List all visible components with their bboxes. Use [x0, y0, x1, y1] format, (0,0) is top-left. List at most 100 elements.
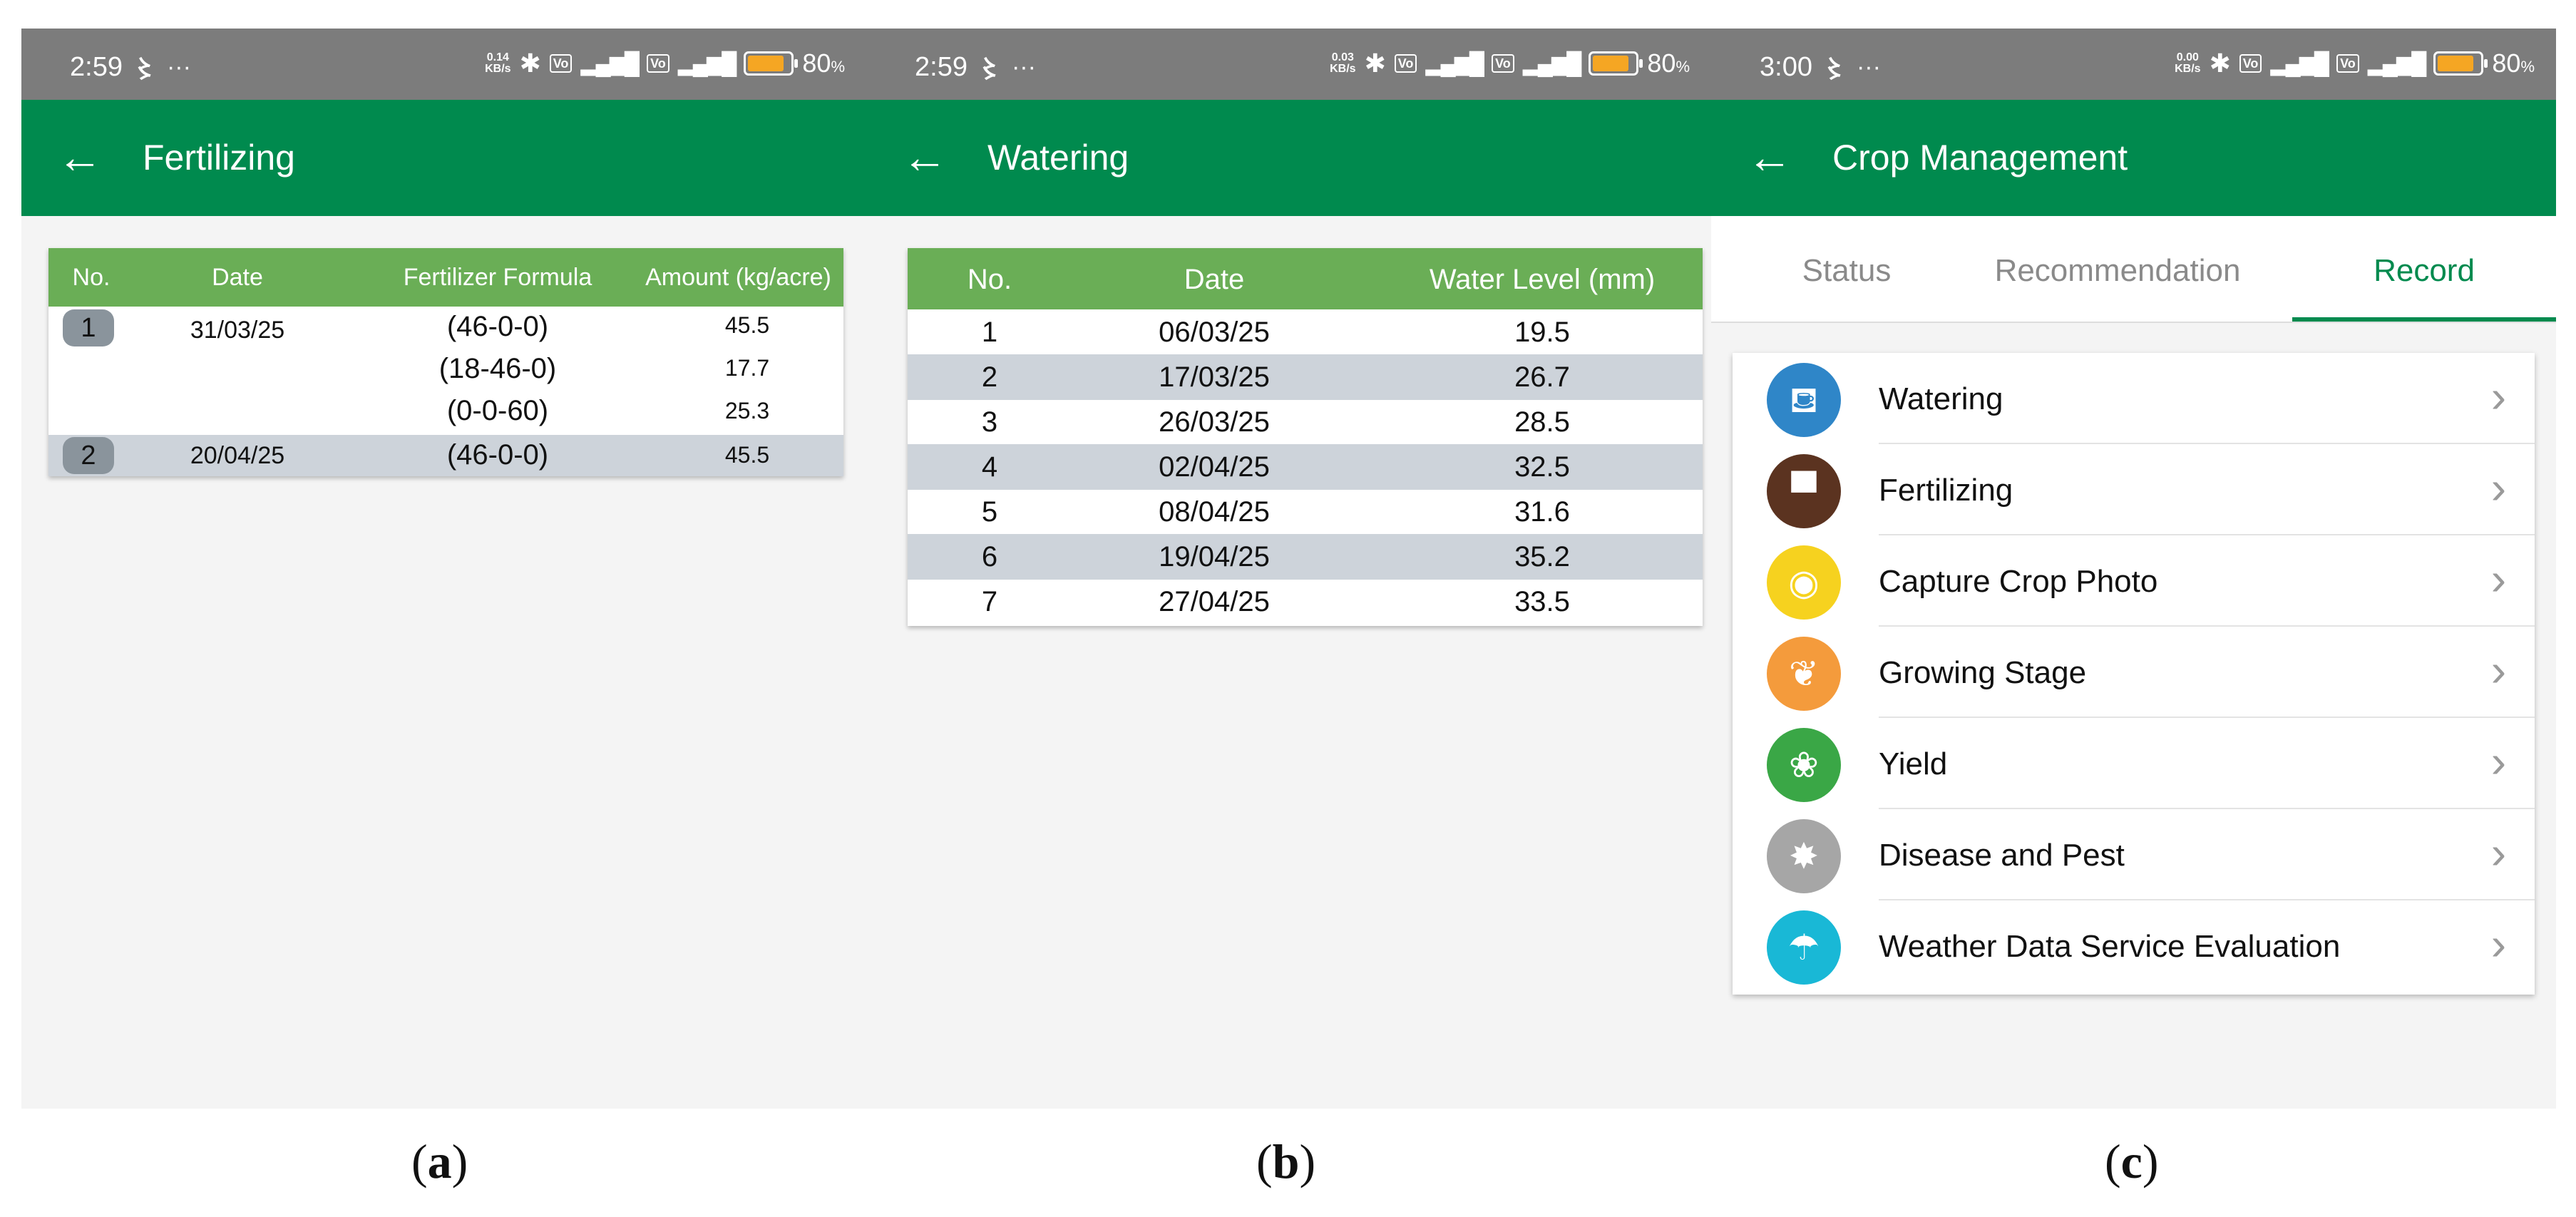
- chevron-right-icon: ›: [2490, 371, 2506, 422]
- crop-management-screen: 3:00 〻 ··· 0.00 KB/s ✱ Vo ▂▄▆█ Vo ▂▄▆█ 8…: [1711, 29, 2556, 1109]
- network-speed: 0.03 KB/s: [1330, 51, 1356, 75]
- chevron-right-icon: ›: [2490, 645, 2506, 696]
- row-amount: 17.7: [724, 355, 770, 381]
- row-water-level: 32.5: [1514, 451, 1570, 483]
- divider: [1879, 625, 2535, 627]
- page-title: Fertilizing: [143, 138, 295, 178]
- menu-item-capture-crop-photo[interactable]: ◉ Capture Crop Photo ›: [1733, 535, 2535, 627]
- row-amount: 45.5: [724, 312, 770, 338]
- table-row: 7 27/04/25 33.5: [908, 579, 1703, 625]
- status-bar: 2:59 〻 ··· 0.03 KB/s ✱ Vo ▂▄▆█ Vo ▂▄▆█ 8…: [866, 29, 1711, 100]
- row-formula: (0-0-60): [446, 395, 549, 426]
- status-time: 3:00: [1760, 52, 1812, 82]
- menu-item-label: Weather Data Service Evaluation: [1879, 929, 2341, 964]
- network-speed: 0.14 KB/s: [485, 51, 511, 75]
- row-water-level: 35.2: [1514, 541, 1570, 572]
- tab-record[interactable]: Record: [2374, 253, 2475, 288]
- divider: [1879, 717, 2535, 718]
- caption-a: (a): [411, 1134, 468, 1188]
- watering-screen: 2:59 〻 ··· 0.03 KB/s ✱ Vo ▂▄▆█ Vo ▂▄▆█ 8…: [866, 29, 1711, 1109]
- menu-item-label: Growing Stage: [1879, 655, 2087, 690]
- record-menu: ⛾ Watering › ▀ Fertilizing › ◉ Capture Crop Pho…: [1733, 353, 2535, 995]
- menu-item-watering[interactable]: ⛾ Watering ›: [1733, 353, 2535, 444]
- row-number: 7: [981, 586, 998, 617]
- row-formula: (46-0-0): [446, 439, 549, 471]
- row-date: 20/04/25: [190, 442, 285, 469]
- status-time: 2:59: [70, 52, 123, 82]
- table-row: 5 08/04/25 31.6: [908, 489, 1703, 535]
- row-date: 08/04/25: [1159, 496, 1270, 528]
- watering-table: No. Date Water Level (mm) 1 06/03/25 19.5 2…: [908, 248, 1703, 626]
- table-row: 1 06/03/25 19.5: [908, 309, 1703, 355]
- table-row: 2 20/04/25 (46-0-0) 45.5: [48, 435, 843, 476]
- more-notifications-icon: ···: [1856, 53, 1881, 81]
- active-tab-indicator: [2292, 317, 2556, 322]
- row-number: 6: [981, 541, 998, 572]
- row-date: 17/03/25: [1159, 361, 1270, 393]
- menu-item-fertilizing[interactable]: ▀ Fertilizing ›: [1733, 444, 2535, 535]
- row-formula: (46-0-0): [446, 311, 549, 342]
- signal-5g-icon: ▂▄▆█: [2270, 51, 2329, 76]
- back-arrow-icon[interactable]: ←: [57, 131, 103, 183]
- divider: [1879, 899, 2535, 900]
- row-water-level: 28.5: [1514, 406, 1570, 438]
- row-amount: 25.3: [724, 398, 770, 423]
- back-arrow-icon[interactable]: ←: [902, 131, 948, 183]
- network-speed: 0.00 KB/s: [2175, 51, 2201, 75]
- divider: [1879, 443, 2535, 444]
- chevron-right-icon: ›: [2490, 462, 2506, 513]
- row-water-level: 26.7: [1514, 361, 1570, 393]
- back-arrow-icon[interactable]: ←: [1747, 131, 1792, 183]
- row-number: 1: [981, 317, 998, 348]
- tab-recommendation[interactable]: Recommendation: [1994, 253, 2241, 288]
- app-bar: ← Watering: [866, 100, 1711, 216]
- menu-item-weather-data-service-evaluation[interactable]: ☂ Weather Data Service Evaluation ›: [1733, 900, 2535, 992]
- volte-icon: Vo: [549, 54, 573, 73]
- table-header: No. Date Water Level (mm): [908, 248, 1703, 309]
- row-number-badge: 1: [63, 309, 114, 346]
- row-formula: (18-46-0): [438, 353, 557, 384]
- menu-item-label: Disease and Pest: [1879, 838, 2125, 873]
- caption-b: (b): [1256, 1134, 1316, 1188]
- battery-icon: [744, 51, 799, 76]
- row-date: 27/04/25: [1159, 586, 1270, 617]
- chevron-right-icon: ›: [2490, 553, 2506, 605]
- battery-level: 80: [802, 48, 831, 78]
- row-water-level: 19.5: [1514, 317, 1570, 348]
- app-bar: ← Fertilizing: [21, 100, 866, 216]
- header-formula: Fertilizer Formula: [403, 264, 592, 291]
- hand-plant-icon: ❀: [1767, 728, 1841, 802]
- volte-icon-2: Vo: [1492, 54, 1514, 73]
- signal-5g-icon: ▂▄▆█: [580, 51, 640, 76]
- table-row: 3 26/03/25 28.5: [908, 399, 1703, 445]
- fertilizer-bag-icon: ▀: [1767, 454, 1841, 528]
- header-amount: Amount (kg/acre): [645, 264, 831, 291]
- app-notification-icon: 〻: [1822, 56, 1847, 83]
- camera-icon: ◉: [1767, 545, 1841, 620]
- status-bar: 2:59 〻 ··· 0.14 KB/s ✱ Vo ▂▄▆█ Vo ▂▄▆█ 8…: [21, 29, 866, 100]
- divider: [1879, 534, 2535, 535]
- menu-item-yield[interactable]: ❀ Yield ›: [1733, 718, 2535, 809]
- menu-item-label: Fertilizing: [1879, 473, 2013, 508]
- chevron-right-icon: ›: [2490, 827, 2506, 878]
- page-title: Crop Management: [1832, 138, 2128, 178]
- header-date: Date: [212, 264, 263, 291]
- bluetooth-icon: ✱: [519, 48, 541, 78]
- fertilizing-screen: 2:59 〻 ··· 0.14 KB/s ✱ Vo ▂▄▆█ Vo ▂▄▆█ 8…: [21, 29, 866, 1109]
- battery-level: 80: [2492, 48, 2521, 78]
- pest-icon: ✸: [1767, 819, 1841, 893]
- battery-icon: [1589, 51, 1643, 76]
- chevron-right-icon: ›: [2490, 736, 2506, 787]
- battery-icon: [2433, 51, 2488, 76]
- header-water-level: Water Level (mm): [1429, 264, 1656, 295]
- app-bar: ← Crop Management: [1711, 100, 2556, 216]
- caption-c: (c): [2105, 1134, 2159, 1188]
- row-number: 2: [981, 361, 998, 393]
- page-title: Watering: [987, 138, 1129, 178]
- menu-item-disease-and-pest[interactable]: ✸ Disease and Pest ›: [1733, 809, 2535, 900]
- app-notification-icon: 〻: [977, 56, 1002, 83]
- divider: [1879, 808, 2535, 809]
- volte-icon-2: Vo: [2336, 54, 2359, 73]
- tab-status[interactable]: Status: [1802, 253, 1892, 288]
- menu-item-growing-stage[interactable]: ❦ Growing Stage ›: [1733, 627, 2535, 718]
